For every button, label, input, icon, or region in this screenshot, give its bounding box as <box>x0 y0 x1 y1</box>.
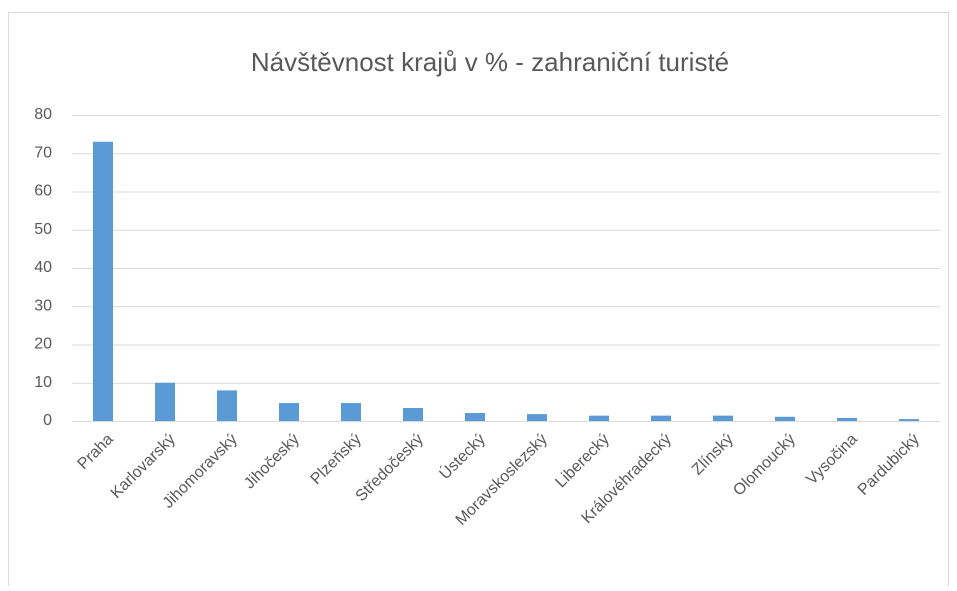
chart-title: Návštěvnost krajů v % - zahraniční turis… <box>251 47 729 77</box>
bar <box>155 382 175 421</box>
y-tick-label: 40 <box>34 259 52 276</box>
bar <box>775 416 795 421</box>
bar <box>217 390 237 421</box>
chart-frame <box>8 12 949 591</box>
y-tick-label: 80 <box>34 106 52 123</box>
y-tick-label: 30 <box>34 297 52 314</box>
bar <box>713 415 733 421</box>
bar <box>589 415 609 421</box>
y-tick-label: 70 <box>34 144 52 161</box>
y-tick-label: 60 <box>34 183 52 200</box>
bar <box>651 415 671 421</box>
bar <box>899 419 919 421</box>
bar <box>837 417 857 421</box>
bar <box>403 407 423 421</box>
bar <box>341 403 361 421</box>
bar <box>465 412 485 421</box>
y-tick-label: 10 <box>34 374 52 391</box>
bar <box>93 141 113 421</box>
bar <box>279 403 299 421</box>
y-tick-label: 50 <box>34 221 52 238</box>
y-tick-label: 0 <box>43 412 52 429</box>
y-tick-label: 20 <box>34 336 52 353</box>
bar <box>527 414 547 421</box>
